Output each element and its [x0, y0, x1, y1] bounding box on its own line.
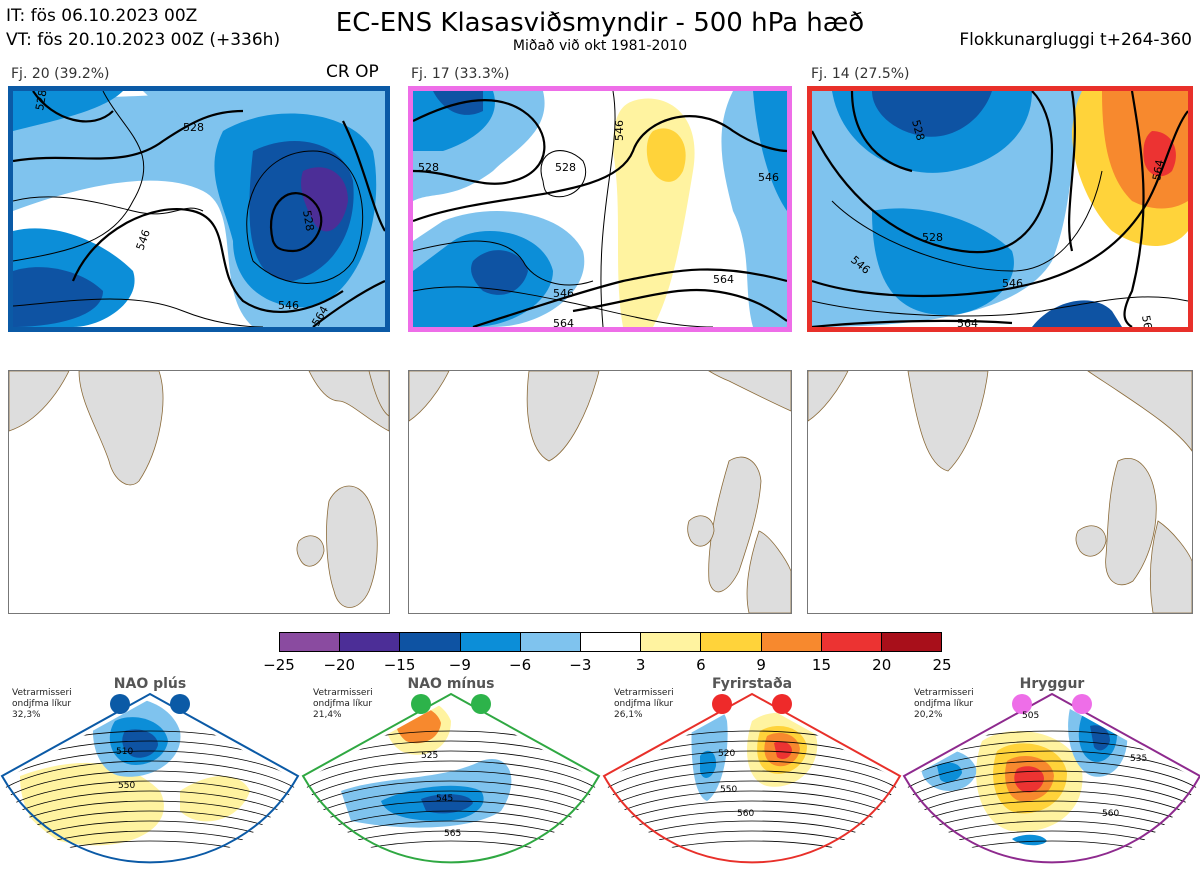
cluster-1-label: Fj. 20 (39.2%)	[11, 66, 110, 82]
regime-fan-map: 525 545 565	[301, 692, 601, 868]
regime-panel: 510 550 NAO plús Vetrarmisseri ondjfma líku…	[0, 676, 300, 871]
cluster-2-map: 528 528 546 546 546 564 564	[408, 86, 792, 332]
colorbar-tick-label: −15	[383, 656, 416, 674]
cluster-1-contour-label: 528	[33, 91, 49, 112]
cluster-2-label: Fj. 17 (33.3%)	[411, 66, 510, 82]
colorbar-tick-label: 9	[756, 656, 766, 674]
colorbar	[279, 632, 942, 652]
colorbar-segment	[700, 633, 761, 651]
regime-marker-dot	[170, 694, 190, 714]
cluster-1-map: 528 546 528 546 564 528	[8, 86, 390, 332]
cluster-2-contour-label: 546	[613, 120, 626, 141]
valid-time: VT: fös 20.10.2023 00Z (+336h)	[6, 30, 281, 50]
cluster-3-contour-label: 564	[1139, 314, 1155, 327]
regime-contour-label: 520	[718, 749, 735, 759]
regime-note: Vetrarmisseri ondjfma líkur 21,4%	[313, 688, 373, 720]
colorbar-segment	[640, 633, 701, 651]
cluster-3-map: 528 546 564 528 546 564 564	[807, 86, 1193, 332]
cluster-2-contour-label: 546	[758, 171, 779, 184]
cluster-1-contour-label: 528	[300, 209, 316, 232]
colorbar-tick-label: −3	[569, 656, 592, 674]
regime-panel: 505 535 560 Hryggur Vetrarmisseri ondjfma lí…	[902, 676, 1200, 871]
regime-marker-dot	[110, 694, 130, 714]
regime-panel: 525 545 565 NAO mínus Vetrarmisseri ondjfma …	[301, 676, 601, 871]
colorbar-segment	[339, 633, 400, 651]
regime-marker-dot	[1072, 694, 1092, 714]
cluster-2-contour-label: 564	[713, 273, 734, 286]
colorbar-tick-label: 15	[811, 656, 831, 674]
cluster-window: Flokkunargluggi t+264-360	[959, 30, 1192, 50]
empty-map-2	[408, 370, 792, 614]
regime-contour-label: 510	[116, 747, 133, 757]
cluster-3-contour-label: 528	[922, 231, 943, 244]
regime-marker-dot	[712, 694, 732, 714]
colorbar-tick-label: 6	[696, 656, 706, 674]
regime-contour-label: 550	[720, 785, 737, 795]
page-subtitle: Miðað við okt 1981-2010	[512, 38, 688, 54]
regime-title: Hryggur	[1019, 676, 1085, 692]
colorbar-segment	[880, 633, 942, 651]
regime-contour-label: 505	[1022, 711, 1039, 721]
regime-note: Vetrarmisseri ondjfma líkur 20,2%	[914, 688, 974, 720]
regime-marker-dot	[411, 694, 431, 714]
colorbar-segment	[399, 633, 460, 651]
cluster-3-contour-label: 528	[909, 118, 927, 142]
colorbar-segment	[459, 633, 520, 651]
colorbar-tick-label: −9	[448, 656, 471, 674]
cluster-3-contour-label: 564	[957, 317, 978, 327]
cluster-2-contour-label: 564	[553, 317, 574, 327]
cluster-3-contour-label: 564	[1150, 159, 1166, 182]
regime-panel: 520 550 560 Fyrirstaða Vetrarmisseri ondjfma…	[602, 676, 902, 871]
header-times: IT: fös 06.10.2023 00Z VT: fös 20.10.202…	[6, 4, 280, 52]
regime-contour-label: 560	[737, 809, 754, 819]
regime-marker-dot	[772, 694, 792, 714]
regime-title: NAO mínus	[407, 676, 495, 692]
regime-note: Vetrarmisseri ondjfma líkur 26,1%	[614, 688, 674, 720]
regime-fan-map: 510 550	[0, 692, 300, 868]
regime-title: NAO plús	[113, 676, 187, 692]
cluster-3-label: Fj. 14 (27.5%)	[811, 66, 910, 82]
colorbar-tick-label: −25	[263, 656, 295, 674]
cluster-1-contour-label: 546	[278, 299, 299, 312]
colorbar-segment	[760, 633, 821, 651]
colorbar-tick-label: 3	[635, 656, 646, 674]
regime-contour-label: 550	[118, 781, 135, 791]
colorbar-tick-label: 25	[932, 656, 952, 674]
cluster-2-contour-label: 528	[555, 161, 576, 174]
cluster-2-contour-label: 546	[553, 287, 574, 300]
cluster-3-contour-label: 546	[1002, 277, 1023, 290]
regime-fan-map: 505 535 560	[902, 692, 1200, 868]
page-title: EC-ENS Klasasviðsmyndir - 500 hPa hæð	[335, 8, 865, 38]
empty-map-3	[807, 370, 1193, 614]
init-time: IT: fös 06.10.2023 00Z	[6, 6, 198, 26]
regime-marker-dot	[471, 694, 491, 714]
colorbar-tick-label: −6	[509, 656, 532, 674]
regime-fan-map: 520 550 560	[602, 692, 902, 868]
regime-contour-label: 565	[444, 829, 461, 839]
regime-contour-label: 545	[436, 794, 453, 804]
regime-note: Vetrarmisseri ondjfma líkur 32,3%	[12, 688, 72, 720]
regime-contour-label: 560	[1102, 809, 1119, 819]
cluster-1-contour-label: 528	[183, 121, 204, 134]
colorbar-segment	[579, 633, 641, 651]
regime-marker-dot	[1012, 694, 1032, 714]
regime-contour-label: 525	[421, 751, 438, 761]
empty-map-1	[8, 370, 390, 614]
regime-contour-label: 535	[1130, 754, 1147, 764]
colorbar-segment	[820, 633, 881, 651]
colorbar-segment	[280, 633, 340, 651]
cluster-2-contour-label: 528	[418, 161, 439, 174]
cluster-1-op-tag: CR OP	[326, 62, 379, 82]
colorbar-tick-label: 20	[872, 656, 892, 674]
regime-title: Fyrirstaða	[711, 676, 793, 692]
colorbar-tick-label: −20	[323, 656, 356, 674]
colorbar-segment	[519, 633, 580, 651]
